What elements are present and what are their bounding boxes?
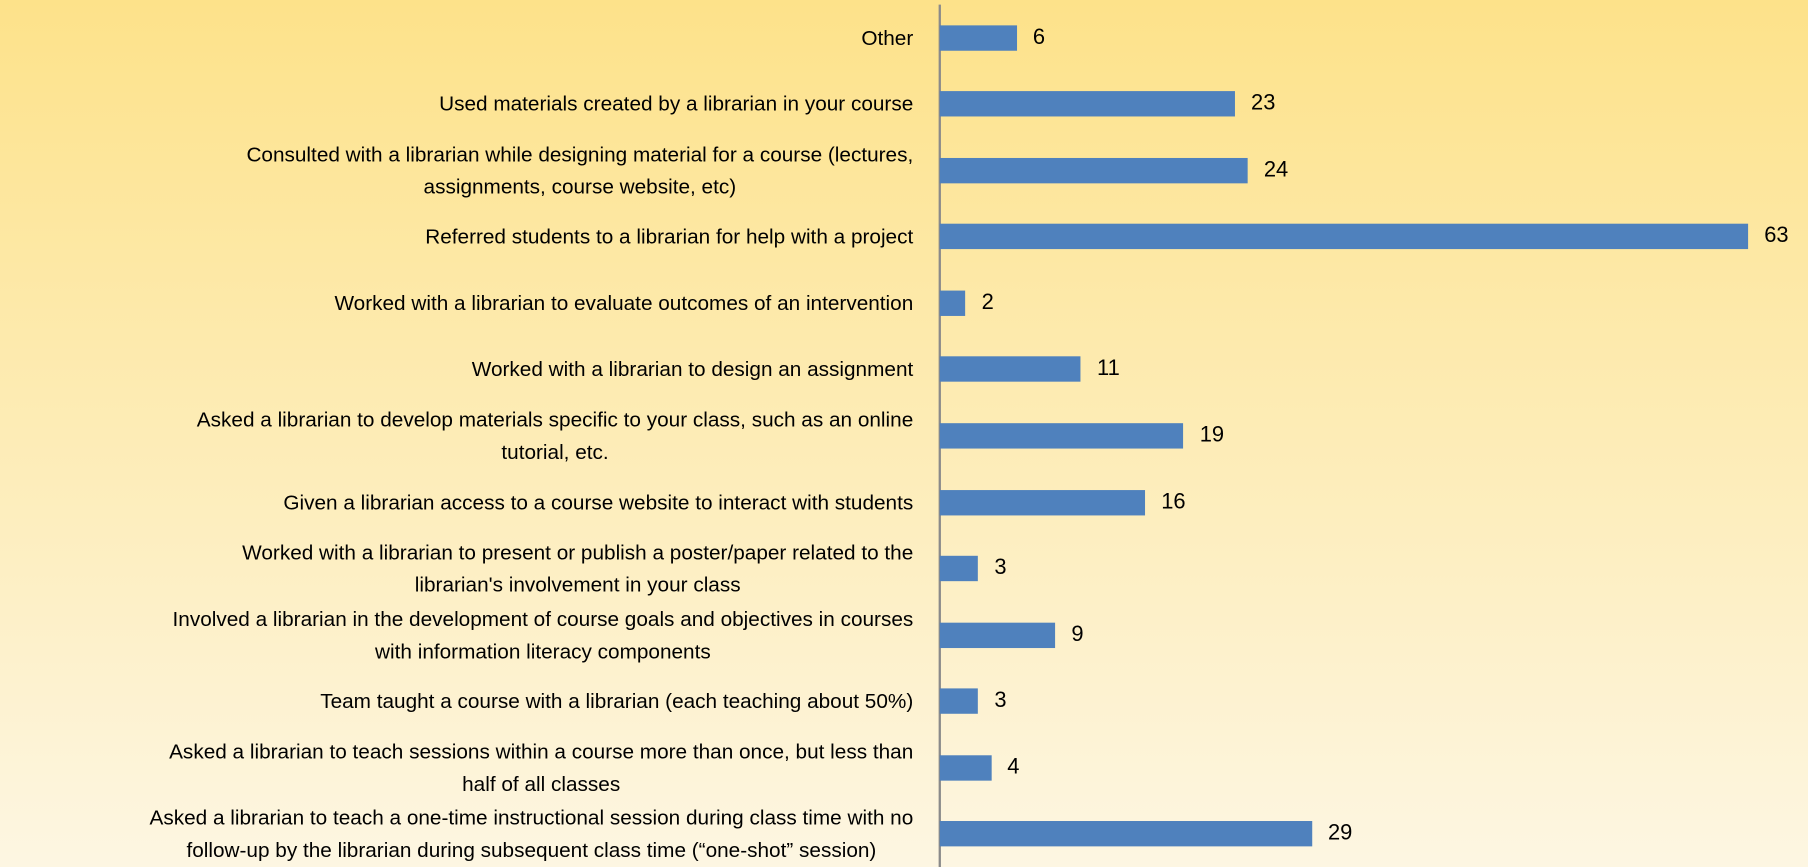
bar <box>939 489 1146 515</box>
value-label: 6 <box>1032 25 1046 50</box>
bar <box>939 688 979 714</box>
category-label: Given a librarian access to a course web… <box>283 490 914 514</box>
value-label: 3 <box>994 688 1007 713</box>
bar <box>939 224 1749 250</box>
category-label: Worked with a librarian to present or pu… <box>242 540 914 597</box>
category-label: Team taught a course with a librarian (e… <box>320 689 914 713</box>
bar <box>939 91 1235 117</box>
bar <box>939 157 1248 184</box>
category-label: Referred students to a librarian for hel… <box>425 225 914 249</box>
value-label: 23 <box>1251 91 1276 116</box>
category-label: Asked a librarian to develop materials s… <box>196 408 914 464</box>
category-label: Asked a librarian to teach sessions with… <box>169 739 914 796</box>
value-label: 2 <box>981 290 994 315</box>
category-label: Worked with a librarian to evaluate outc… <box>334 291 914 315</box>
value-label: 9 <box>1071 622 1084 647</box>
category-label: Involved a librarian in the development … <box>172 607 914 663</box>
value-label: 24 <box>1263 157 1289 183</box>
bar <box>939 622 1056 648</box>
bar <box>939 754 992 781</box>
value-label: 4 <box>1007 754 1020 780</box>
bar <box>939 555 979 582</box>
bar <box>939 356 1081 383</box>
bar <box>939 821 1312 847</box>
value-label: 11 <box>1097 356 1120 382</box>
category-label: Other <box>861 26 914 50</box>
bar <box>939 423 1184 449</box>
category-label: Used materials created by a librarian in… <box>439 92 914 116</box>
value-label: 29 <box>1327 821 1353 846</box>
category-label: Worked with a librarian to design an ass… <box>471 357 914 382</box>
value-label: 3 <box>994 555 1007 581</box>
bar <box>939 25 1017 51</box>
value-label: 63 <box>1764 224 1789 249</box>
category-label: Consulted with a librarian while designi… <box>246 142 914 199</box>
bar <box>939 290 966 316</box>
value-label: 16 <box>1161 489 1186 514</box>
category-axis <box>938 4 941 867</box>
value-label: 19 <box>1199 423 1225 448</box>
category-label: Asked a librarian to teach a one-time in… <box>149 806 914 862</box>
